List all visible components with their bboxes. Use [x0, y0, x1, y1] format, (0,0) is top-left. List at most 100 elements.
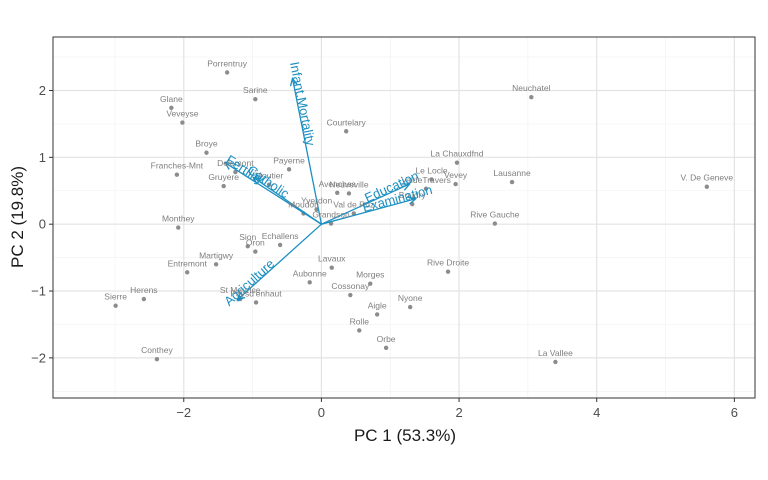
point-moutier [266, 182, 272, 187]
point-monthey [176, 225, 181, 230]
point-echallens [277, 242, 283, 248]
point-label-grandson: Grandson [312, 210, 350, 220]
point-rive-droite [445, 269, 451, 274]
point-sarine [253, 96, 258, 102]
point-label-neuchatel: Neuchatel [512, 83, 550, 93]
point-label-v-de-geneve: V. De Geneve [681, 173, 734, 183]
y-tick-label: 2 [39, 83, 46, 98]
point-label-st-maurice: St Maurice [220, 285, 261, 295]
point-herens [141, 296, 147, 302]
minor-grid [53, 37, 755, 398]
point-oron [253, 249, 258, 254]
point-payerne [286, 167, 292, 172]
point-label-sierre: Sierre [104, 292, 127, 302]
point-label-rive-gauche: Rive Gauche [470, 210, 519, 220]
point-label-val-de-ruz: Val de Ruz [333, 199, 374, 209]
point-v-de-geneve [704, 184, 710, 189]
point-label-morges: Morges [356, 270, 384, 280]
point-sion [245, 244, 250, 249]
point-lausanne [509, 179, 515, 185]
point-label-yverdon: Yverdon [301, 195, 332, 205]
point-label-rive-droite: Rive Droite [427, 258, 469, 268]
point-aubonne [307, 280, 312, 285]
point-label-boudry: Boudry [399, 190, 427, 200]
vector-arrowhead-infant-mortality [289, 76, 298, 87]
point-entremont [185, 270, 190, 275]
point-conthey [154, 357, 160, 362]
point-vevey [453, 181, 458, 187]
point-label-oron: Oron [246, 238, 265, 248]
point-label-la-chauxdfnd: La Chauxdfnd [431, 149, 484, 159]
point-glane [169, 105, 174, 111]
y-tick-label: −1 [31, 284, 46, 299]
point-label-rolle: Rolle [350, 316, 370, 326]
point-aigle [374, 312, 380, 317]
point-label-broye: Broye [195, 139, 217, 149]
point-label-moudon: Moudon [288, 199, 319, 209]
point-nyone [407, 304, 413, 310]
point-neuchatel [529, 94, 534, 100]
x-tick-label: 0 [318, 405, 325, 420]
point-broye [204, 150, 209, 155]
point-le-locle [429, 177, 434, 182]
point-label-vevey: Vevey [444, 170, 468, 180]
point-label-nyone: Nyone [398, 293, 423, 303]
point-rolle [357, 328, 362, 333]
point-label-herens: Herens [130, 285, 157, 295]
major-grid [53, 37, 755, 398]
vector-arrowhead-education [401, 183, 411, 191]
point-cossonay [348, 292, 353, 298]
point-veveyse [180, 120, 185, 125]
point-paysd-enhaut [253, 300, 259, 305]
x-tick-label: 6 [731, 405, 738, 420]
y-axis-ticks: −2 −1 0 1 2 [31, 83, 53, 365]
point-label-payerne: Payerne [273, 155, 305, 165]
vector-agriculture [237, 223, 322, 301]
vector-education [321, 183, 410, 225]
point-la-chauxdfnd [454, 160, 460, 165]
point-label-gruyere: Gruyere [208, 172, 239, 182]
point-label-glane: Glane [160, 94, 183, 104]
point-label-martigwy: Martigwy [199, 250, 234, 260]
point-rive-gauche [492, 221, 498, 226]
x-tick-label: 4 [593, 405, 600, 420]
point-label-monthey: Monthey [162, 214, 195, 224]
point-label-valdetravers: ValdeTravers [401, 175, 451, 185]
vector-arrowhead-catholic [252, 176, 262, 185]
point-label-moutier: Moutier [255, 171, 284, 181]
point-label-sion: Sion [239, 232, 256, 242]
point-label-porrentruy: Porrentruy [207, 58, 247, 68]
score-points [113, 70, 710, 365]
vector-examination [321, 198, 416, 225]
point-label-neuveville: Neuveville [329, 179, 368, 189]
vector-arrowhead-examination [407, 196, 418, 205]
x-tick-label: 2 [455, 405, 462, 420]
point-franches-mnt [174, 172, 180, 177]
point-valdetravers [423, 186, 429, 191]
point-label-avenches: Avenches [319, 179, 356, 189]
point-porrentruy [224, 70, 230, 75]
y-tick-label: 1 [39, 150, 46, 165]
point-label-delemont: Delemont [217, 158, 254, 168]
point-label-aigle: Aigle [368, 300, 387, 310]
point-orbe [383, 345, 389, 351]
point-delemont [233, 169, 238, 175]
point-lavaux [329, 265, 334, 270]
point-la-vallee [553, 359, 558, 365]
y-axis-title: PC 2 (19.8%) [8, 166, 27, 268]
y-tick-label: −2 [31, 350, 46, 365]
vector-infant-mortality [291, 78, 323, 225]
plot-panel [53, 37, 755, 398]
point-label-echallens: Echallens [262, 231, 299, 241]
point-martigwy [213, 262, 219, 267]
point-label-courtelary: Courtelary [327, 117, 367, 127]
x-axis-ticks: −2 0 2 4 6 [176, 398, 738, 420]
point-label-aubonne: Aubonne [293, 268, 327, 278]
point-label-la-vallee: La Vallee [538, 348, 573, 358]
score-labels: Courtelary Delemont Franches-Mnt Moutier Neu… [104, 58, 733, 357]
point-neuveville [346, 191, 352, 196]
x-axis-title: PC 1 (53.3%) [354, 426, 456, 445]
vector-arrowhead-agriculture [236, 292, 246, 301]
point-label-le-locle: Le Locle [415, 165, 447, 175]
